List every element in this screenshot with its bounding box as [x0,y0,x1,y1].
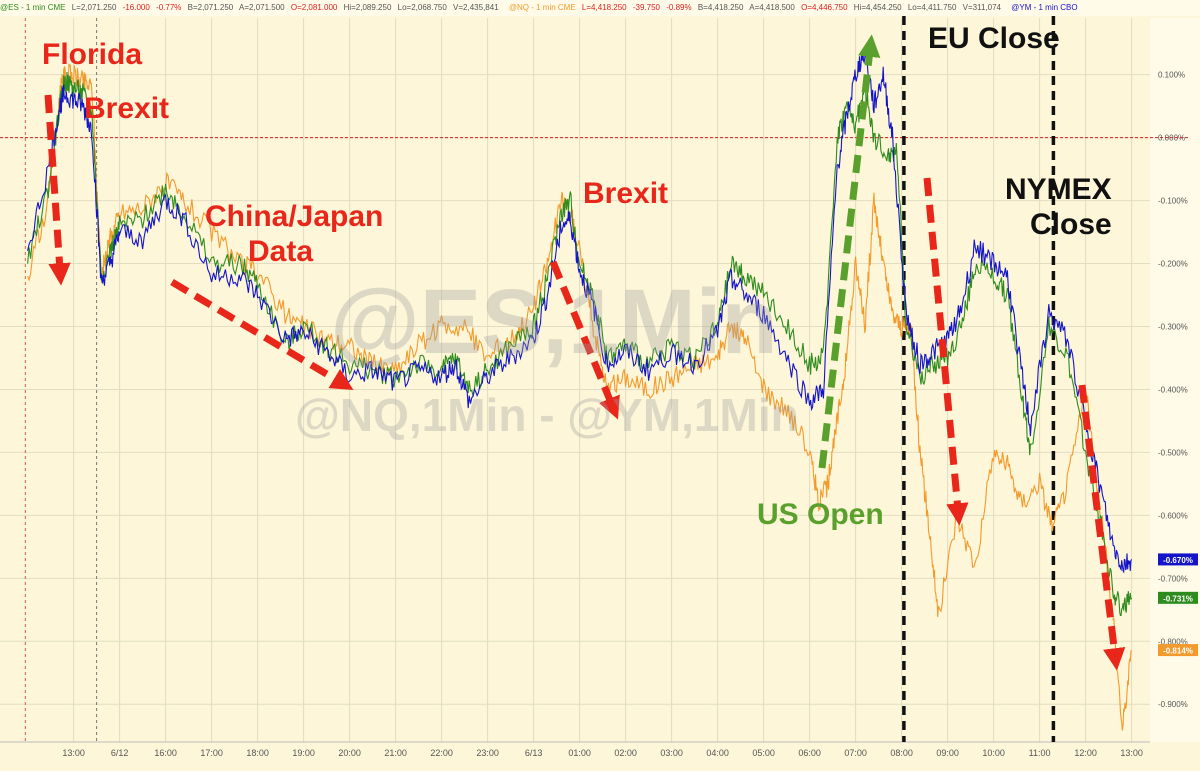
nq-last: L=4,418.250 [581,3,627,12]
nq-low: Lo=4,411.750 [907,3,957,12]
y-tick-label: -0.700% [1158,574,1188,583]
x-tick-label: 6/12 [111,748,129,758]
x-tick-label: 22:00 [430,748,453,758]
last-value-tag-ym [1158,553,1198,566]
y-tick-label: -0.600% [1158,511,1188,520]
nq-symbol: @NQ - 1 min CME [508,3,576,12]
last-value-tag-es [1158,591,1198,604]
annotation-arrow-down [923,177,969,526]
es-low: Lo=2,068.750 [397,3,447,12]
annotation-arrow-down [44,94,71,286]
y-tick-label: -0.900% [1158,700,1188,709]
y-tick-label: 0.100% [1158,71,1185,80]
last-value-label-nq: -0.814% [1163,647,1193,656]
series-line-es [27,71,1133,617]
annotation-brexit-2: Brexit [583,177,669,210]
watermark-sub: @NQ,1Min - @YM,1Min [295,389,799,441]
nq-high: Hi=4,454.250 [853,3,902,12]
x-tick-label: 23:00 [476,748,499,758]
x-tick-label: 08:00 [890,748,913,758]
annotation-eu-close: EU Close [928,22,1060,55]
x-tick-label: 10:00 [982,748,1005,758]
x-tick-label: 04:00 [706,748,729,758]
x-tick-label: 19:00 [292,748,315,758]
annotation-arrow-down [170,278,354,391]
nq-change-pct: -0.89% [666,3,692,12]
x-tick-label: 17:00 [200,748,223,758]
x-tick-label: 13:00 [1120,748,1143,758]
es-change-pct: -0.77% [156,3,182,12]
y-axis-panel [1150,18,1200,742]
x-tick-label: 21:00 [384,748,407,758]
es-high: Hi=2,089.250 [343,3,392,12]
x-tick-label: 09:00 [936,748,959,758]
nq-bid: B=4,418.250 [697,3,744,12]
x-tick-label: 20:00 [338,748,361,758]
x-tick-label: 01:00 [568,748,591,758]
x-tick-label: 06:00 [798,748,821,758]
chart-header: @ES - 1 min CME L=2,071.250 -16.000 -0.7… [0,0,1200,16]
annotation-close: Close [1030,208,1112,241]
annotation-china-japan: China/Japan [205,200,384,233]
y-tick-label: -0.200% [1158,260,1188,269]
x-tick-label: 6/13 [525,748,543,758]
es-bid: B=2,071.250 [187,3,234,12]
es-open: O=2,081.000 [290,3,338,12]
y-tick-label: -0.800% [1158,637,1188,646]
last-value-tag-nq [1158,644,1198,657]
annotation-us-open: US Open [757,498,884,531]
es-header: @ES - 1 min CME L=2,071.250 -16.000 -0.7… [0,3,505,12]
es-ask: A=2,071.500 [239,3,285,12]
watermark-main: @ES,1Min [330,271,778,373]
x-tick-label: 18:00 [246,748,269,758]
annotation-arrow-up [818,34,881,469]
nq-volume: V=311,074 [962,3,1002,12]
ym-symbol: @YM - 1 min CBO [1011,3,1078,12]
nq-change: -39.750 [632,3,661,12]
es-change: -16.000 [122,3,150,12]
x-tick-label: 05:00 [752,748,775,758]
series-line-ym [27,49,1133,574]
y-tick-label: -0.400% [1158,385,1188,394]
last-value-label-es: -0.731% [1163,594,1193,603]
nq-open: O=4,446.750 [801,3,848,12]
annotation-nymex: NYMEX [1005,173,1112,206]
nq-ask: A=4,418.500 [749,3,795,12]
annotation-data: Data [248,235,314,268]
x-tick-label: 16:00 [154,748,177,758]
annotation-brexit-1: Brexit [84,92,170,125]
nq-header: @NQ - 1 min CME L=4,418.250 -39.750 -0.8… [509,3,1007,12]
x-tick-label: 03:00 [660,748,683,758]
es-volume: V=2,435,841 [453,3,499,12]
es-last: L=2,071.250 [71,3,117,12]
x-tick-label: 02:00 [614,748,637,758]
es-symbol: @ES - 1 min CME [0,3,66,12]
y-tick-label: -0.100% [1158,197,1188,206]
x-tick-label: 07:00 [844,748,867,758]
last-value-label-ym: -0.670% [1163,556,1193,565]
annotation-florida: Florida [42,38,143,71]
annotation-arrow-down [1078,384,1126,671]
x-tick-label: 12:00 [1074,748,1097,758]
y-tick-label: -0.500% [1158,448,1188,457]
x-tick-label: 11:00 [1029,748,1051,758]
y-tick-label: -0.300% [1158,322,1188,331]
x-tick-label: 13:00 [62,748,85,758]
series-line-nq [27,63,1133,731]
